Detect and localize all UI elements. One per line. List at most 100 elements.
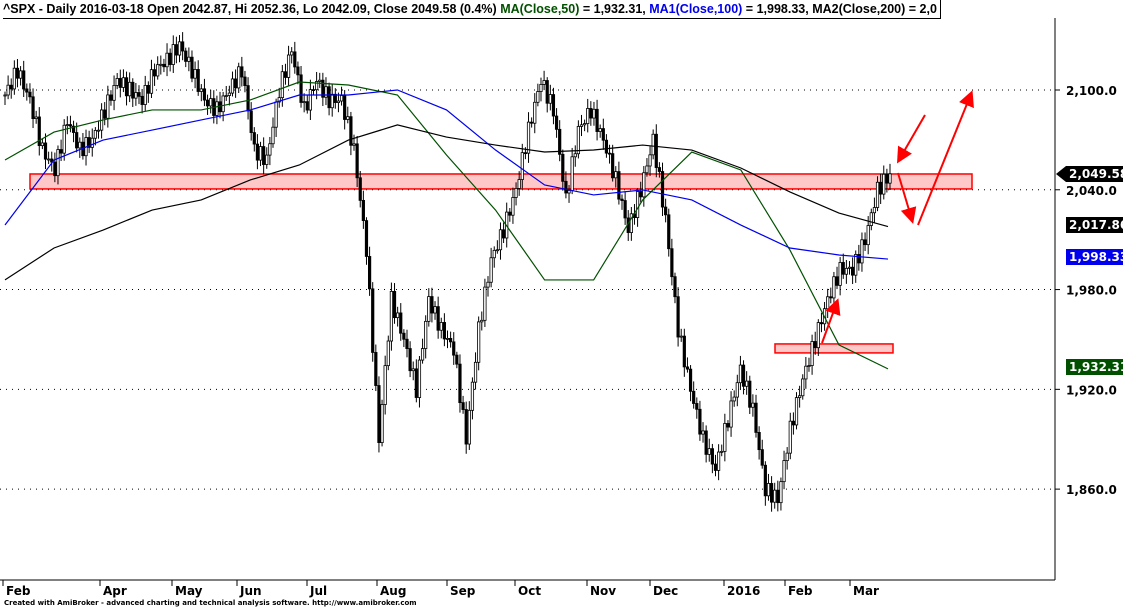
candle-body [336,100,341,103]
candle-body [664,206,668,216]
x-tick-label: Dec [653,584,678,598]
candle-body [171,44,175,65]
candle-body [25,88,29,93]
candle-body [601,128,605,141]
candle-body [732,396,736,402]
candle-body [374,352,378,386]
candle-body [773,489,777,503]
candle-body [533,101,537,124]
candle-body [692,390,696,404]
ma100-line [4,89,889,260]
candle-body [71,125,76,133]
candle-body [174,44,178,56]
candle-body [22,70,26,90]
symbol-ohlc-text: ^SPX - Daily 2016-03-18 Open 2042.87, Hi… [3,2,497,16]
x-tick-label: Oct [518,584,541,598]
candle-body [131,81,135,99]
candle-body [361,199,365,221]
y-tick-label: 1,920.0 [1066,383,1117,397]
candle-body [660,171,665,208]
candle-body [498,229,503,251]
x-tick-label: 2016 [727,584,760,598]
candle-body [564,180,568,194]
candle-body [252,132,256,145]
candle-body [9,84,13,90]
candle-body [143,85,147,105]
candle-body [573,153,577,158]
candle-body [614,171,618,179]
ma100-badge: 1,998.33 [1066,249,1123,265]
candle-body [679,335,683,338]
resistance-zone [29,173,973,190]
candle-body [47,158,51,161]
candle-body [28,91,32,98]
candle-body [149,69,154,94]
candle-body [221,95,225,113]
candle-body [816,322,820,349]
arrow-pullback [897,172,917,224]
candle-body [804,365,808,380]
candle-body [741,364,746,387]
candle-body [464,409,468,445]
candle-body [202,88,207,101]
arrow-down-to-resistance [896,114,926,164]
candle-body [31,96,35,120]
candle-body [411,368,415,372]
candle-body [65,124,69,126]
candle-body [258,146,263,161]
ma200-value: = 2,0 [905,2,937,16]
candle-body [757,432,761,451]
candle-body [159,63,163,66]
candle-body [495,249,499,252]
candle-body [87,137,91,148]
candle-body [389,291,394,342]
candle-body [651,133,655,156]
candle-body [420,348,425,361]
x-tick-label: Aug [380,584,406,598]
candle-body [523,152,528,155]
candle-body [302,101,306,104]
candle-body [720,450,724,453]
candle-body [782,460,786,483]
candle-body [688,368,693,392]
x-tick-label: Feb [6,584,31,598]
candle-body [470,381,475,411]
candle-body [801,378,805,397]
candle-body [844,267,848,275]
candle-body [576,126,580,155]
candle-body [34,116,38,120]
candle-body [617,171,621,200]
candle-body [798,395,802,399]
candle-body [224,95,228,97]
candle-body [255,143,260,161]
last-close-badge: 2,049.58 [1066,166,1123,182]
candle-body [349,116,353,146]
candle-body [162,63,166,68]
candle-body [262,146,266,165]
candle-body [140,95,144,105]
candle-body [483,286,487,321]
candle-body [701,430,705,435]
candle-body [90,137,94,148]
annotation-arrows [821,90,974,344]
candle-body [18,70,23,79]
candle-body [424,320,428,349]
candle-body [433,306,437,314]
candle-body [620,198,624,201]
candle-body [237,66,241,89]
candle-body [735,382,739,398]
candle-body [274,101,278,128]
candle-body [59,149,63,154]
candle-body [645,165,649,174]
candle-body [268,143,272,156]
candle-body [106,94,110,119]
candle-body [673,276,677,298]
candle-body [6,84,10,96]
candle-body [286,54,291,78]
candle-body [152,69,157,77]
candle-body [826,296,830,310]
candle-body [399,312,403,334]
candle-body [392,291,397,319]
candle-body [3,94,7,97]
